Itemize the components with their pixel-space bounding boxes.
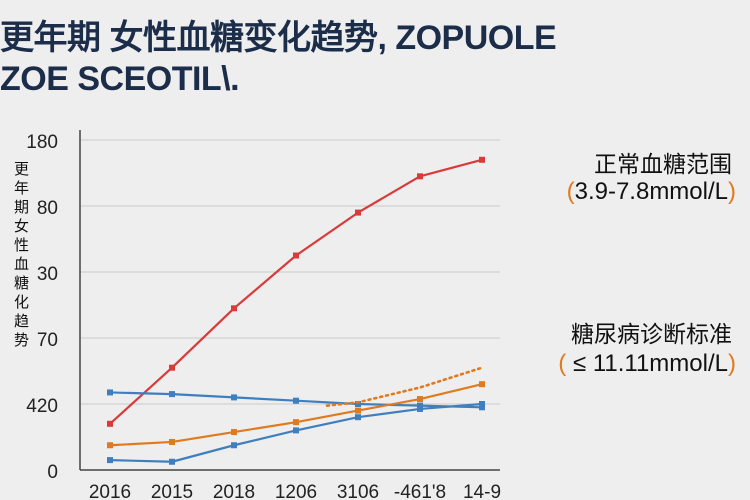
data-point-orange-0: [107, 442, 113, 449]
data-point-blue-rising-2: [231, 442, 237, 449]
data-point-blue-rising-0: [107, 457, 113, 464]
diabetes-criteria-heading: 糖尿病诊断标准: [571, 322, 732, 348]
data-point-orange-3: [293, 419, 299, 426]
data-point-red-5: [417, 173, 423, 180]
data-point-red-6: [479, 156, 485, 163]
title-line-1: 更年期 女性血糖变化趋势, ZOPUOLE: [0, 19, 557, 57]
x-tick-label-4: 3106: [337, 482, 379, 500]
data-point-red-0: [107, 420, 113, 427]
x-tick-label-0: 2016: [89, 482, 131, 500]
data-point-orange-5: [417, 396, 423, 403]
normal-range-value: (3.9-7.8mmol/L): [567, 178, 736, 206]
data-point-orange-1: [169, 438, 175, 445]
diabetes-number: 11.11mmol/L: [592, 350, 728, 377]
data-point-blue-flat-1: [169, 391, 175, 398]
data-point-blue-flat-4: [355, 401, 361, 407]
normal-range-close-paren: ): [728, 178, 736, 205]
normal-range-heading: 正常血糖范围: [594, 152, 732, 178]
data-point-orange-4: [355, 407, 361, 414]
data-point-blue-flat-3: [293, 397, 299, 404]
y-tick-label-4: 80: [37, 198, 58, 219]
diabetes-close-paren: ): [728, 350, 736, 377]
y-axis-label: 更年期女性血糖化趋势: [14, 160, 30, 349]
data-point-red-2: [231, 305, 237, 312]
diabetes-criteria-value: ( ≤ 11.11mmol/L): [558, 350, 736, 378]
y-tick-label-0: 0: [47, 462, 58, 483]
data-point-orange-2: [231, 429, 237, 436]
x-tick-label-6: 14-9: [463, 482, 501, 500]
x-tick-label-2: 2018: [213, 482, 255, 500]
x-tick-label-5: -461'8: [394, 482, 446, 500]
series-line-orange-dotted: [325, 366, 484, 407]
data-point-blue-flat-6: [479, 404, 485, 411]
data-point-blue-flat-5: [417, 402, 423, 409]
data-point-red-3: [293, 252, 299, 259]
data-point-orange-6: [479, 381, 485, 388]
y-tick-label-1: 420: [26, 396, 58, 417]
normal-range-number: 3.9-7.8mmol/L: [574, 178, 728, 205]
data-point-blue-flat-2: [231, 394, 237, 401]
y-tick-label-3: 30: [37, 264, 58, 285]
data-point-blue-rising-6: [479, 401, 485, 407]
data-point-blue-rising-5: [417, 405, 423, 412]
data-point-blue-rising-1: [169, 458, 175, 465]
x-tick-label-1: 2015: [151, 482, 193, 500]
data-point-blue-flat-0: [107, 389, 113, 396]
data-point-red-4: [355, 209, 361, 216]
data-point-red-1: [169, 364, 175, 371]
title-line-2: ZOE SCEOTIL\.: [0, 60, 240, 98]
normal-range-open-paren: (: [566, 178, 575, 205]
data-point-blue-rising-3: [293, 427, 299, 434]
y-tick-label-2: 70: [37, 330, 58, 351]
diabetes-symbol: ≤: [572, 350, 587, 377]
data-point-blue-rising-4: [355, 414, 361, 421]
x-tick-label-3: 1206: [275, 482, 317, 500]
diabetes-open-paren: (: [558, 350, 567, 377]
y-tick-label-5: 180: [26, 132, 58, 153]
